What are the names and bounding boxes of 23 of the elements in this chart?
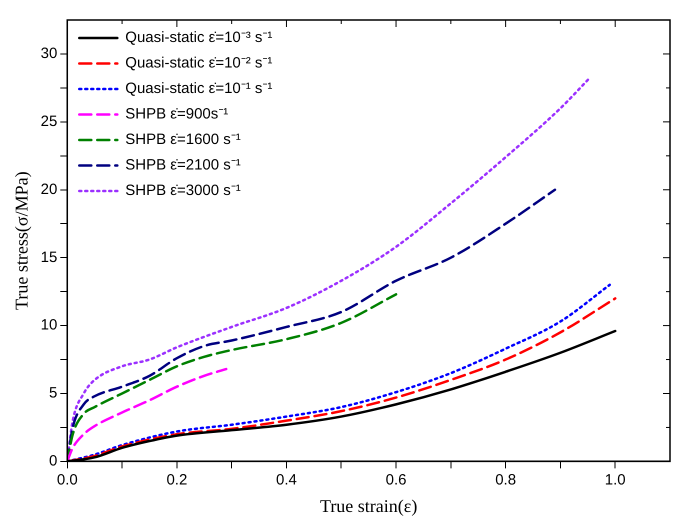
x-tick-label: 1.0 bbox=[604, 472, 626, 489]
x-tick-label: 0.2 bbox=[166, 472, 188, 489]
y-tick-label: 20 bbox=[40, 180, 58, 198]
y-tick-label: 15 bbox=[40, 248, 58, 266]
x-tick-label: 0.0 bbox=[56, 472, 78, 489]
y-tick-label: 0 bbox=[48, 452, 58, 470]
legend-label: Quasi-static ε̇=10⁻³ s⁻¹ bbox=[125, 29, 272, 46]
legend-label: SHPB ε̇=3000 s⁻¹ bbox=[125, 182, 241, 200]
legend-label: SHPB ε̇=2100 s⁻¹ bbox=[125, 156, 241, 174]
y-tick-label: 25 bbox=[40, 113, 58, 130]
legend-label: Quasi-static ε̇=10⁻¹ s⁻¹ bbox=[125, 80, 272, 98]
x-tick-label: 0.4 bbox=[276, 472, 297, 489]
y-tick-label: 5 bbox=[48, 384, 58, 402]
legend-label: Quasi-static ε̇=10⁻² s⁻¹ bbox=[125, 54, 272, 72]
x-axis-title: True strain(ε) bbox=[320, 496, 418, 516]
x-tick-label: 0.6 bbox=[386, 472, 406, 489]
legend-label: SHPB ε̇=1600 s⁻¹ bbox=[125, 131, 241, 148]
line-series bbox=[67, 368, 228, 462]
x-tick-label: 0.8 bbox=[495, 472, 516, 489]
y-tick-label: 10 bbox=[40, 316, 58, 334]
legend-label: SHPB ε̇=900s⁻¹ bbox=[125, 106, 228, 123]
y-axis-title: True stress(σ/MPa) bbox=[12, 171, 32, 310]
y-tick-label: 30 bbox=[40, 45, 58, 62]
